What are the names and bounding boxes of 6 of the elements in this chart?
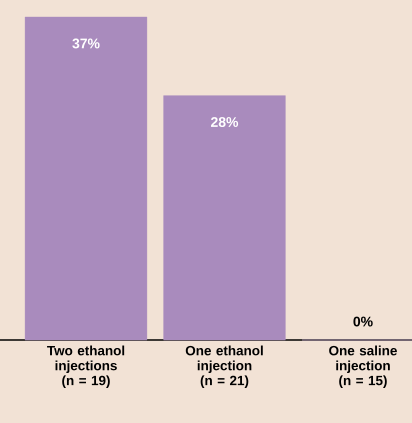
x-tick-label: One ethanol injection (n = 21) xyxy=(186,346,263,388)
x-tick-label: Two ethanol injections (n = 19) xyxy=(47,346,124,388)
data-label: 0% xyxy=(353,316,373,326)
data-label: 28% xyxy=(211,117,238,127)
x-tick-label: One saline injection (n = 15) xyxy=(329,346,397,388)
data-label: 37% xyxy=(72,38,100,48)
